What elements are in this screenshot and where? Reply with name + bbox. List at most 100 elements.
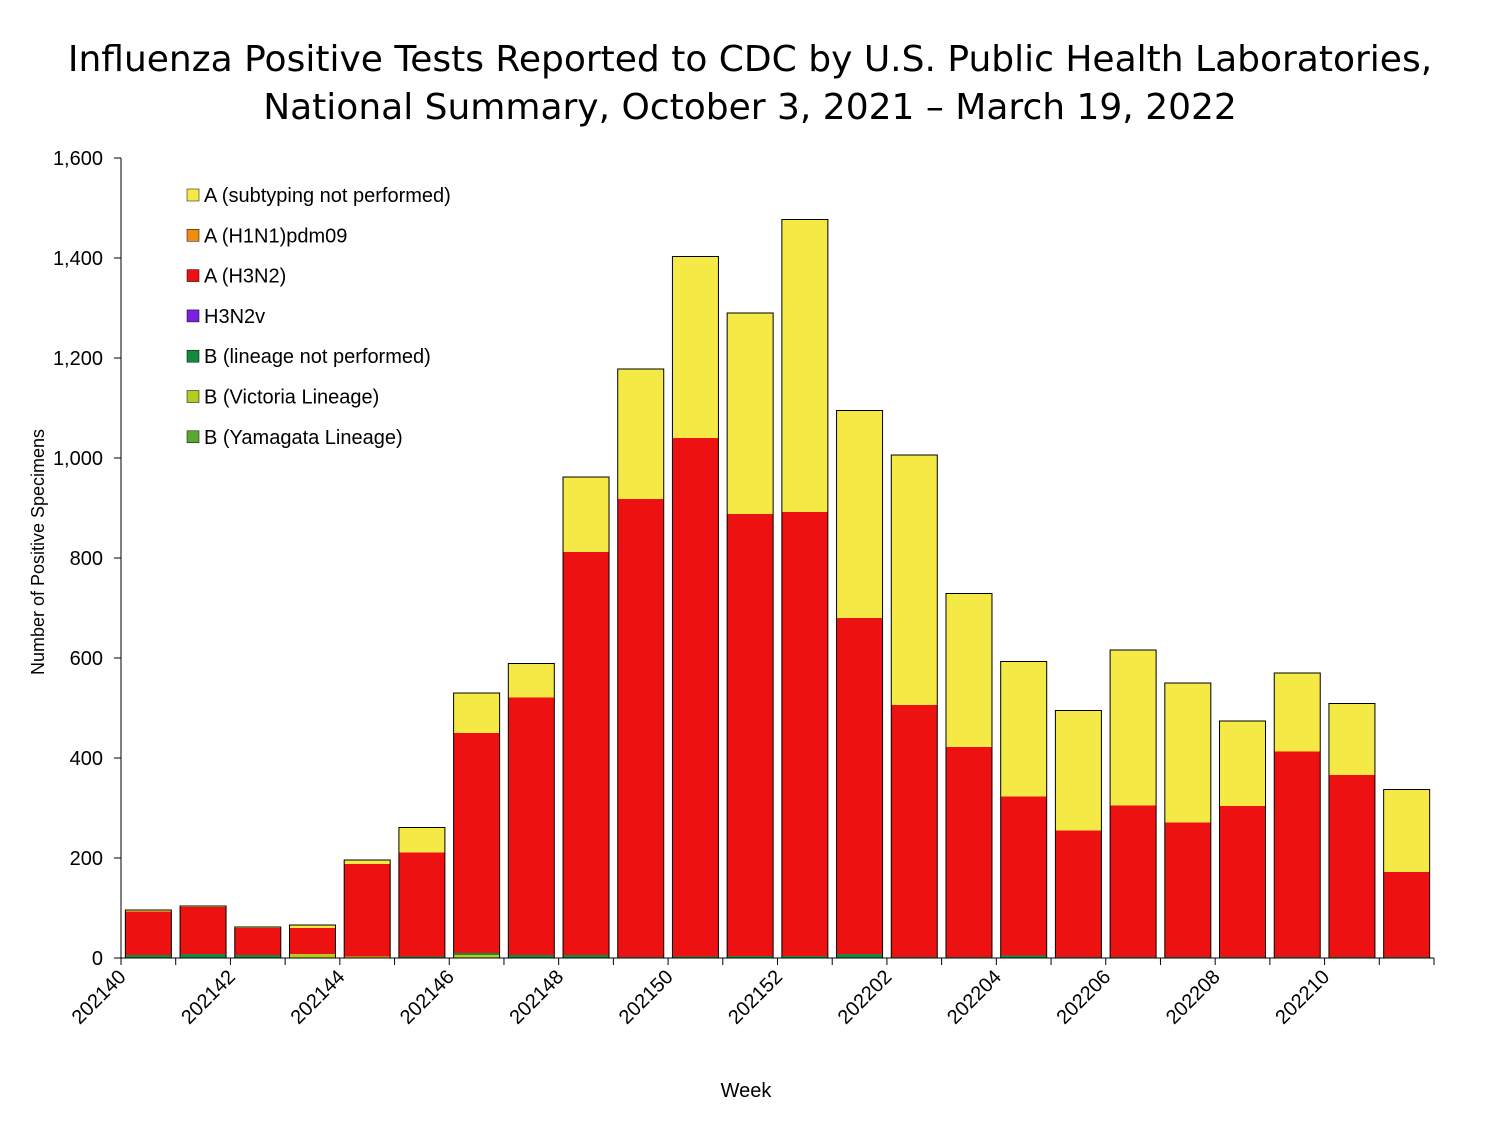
bar-segment <box>727 313 774 514</box>
bar-segment <box>125 910 172 912</box>
bar-segment <box>727 956 774 958</box>
bar-segment <box>1055 710 1102 831</box>
y-tick-label: 400 <box>70 748 103 770</box>
bar-outline <box>1273 672 1321 959</box>
bar-segment <box>1164 822 1211 957</box>
x-tick-label: 202150 <box>615 966 678 1029</box>
bar-segment <box>781 219 828 512</box>
bar-segment <box>1164 683 1211 823</box>
x-tick-label: 202202 <box>834 966 897 1029</box>
bar-segment <box>398 852 445 957</box>
legend-entry: B (lineage not performed) <box>204 346 431 368</box>
bar-segment <box>672 256 719 438</box>
bar-outline <box>343 859 391 959</box>
bar-segment <box>1000 796 1047 956</box>
legend-swatch <box>186 269 200 282</box>
bar-segment <box>453 953 500 955</box>
y-tick-label: 800 <box>70 548 103 570</box>
bar-segment <box>180 954 227 958</box>
legend-entry: H3N2v <box>204 306 265 328</box>
bar-segment <box>1328 703 1375 775</box>
legend-swatch <box>186 430 200 444</box>
chart-title-line1: Influenza Positive Tests Reported to CDC… <box>67 39 1433 80</box>
bar-segment <box>344 860 391 864</box>
bar-segment <box>234 928 281 955</box>
bar-outline <box>234 926 282 959</box>
bar-segment <box>508 663 555 698</box>
bar-segment <box>727 514 774 956</box>
bar-segment <box>672 956 719 958</box>
bar-segment <box>836 618 883 954</box>
bar-outline <box>562 476 610 959</box>
bar-segment <box>891 705 938 957</box>
bar-segment <box>1110 805 1157 957</box>
x-tick-label: 202206 <box>1053 966 1116 1029</box>
bar-segment <box>453 733 500 953</box>
bar-outline <box>890 454 938 959</box>
bar-segment <box>945 747 992 957</box>
bar-outline <box>671 256 719 959</box>
bar-segment <box>836 954 883 958</box>
bar-segment <box>1000 661 1047 797</box>
bar-segment <box>1383 872 1430 957</box>
bar-outline <box>1383 789 1431 959</box>
bar-segment <box>1274 751 1321 957</box>
bar-segment <box>1055 830 1102 957</box>
bar-segment <box>453 955 500 958</box>
x-tick-label: 202142 <box>177 966 240 1029</box>
legend-entry: B (Victoria Lineage) <box>204 387 379 409</box>
x-tick-label: 202148 <box>505 966 568 1029</box>
bar-outline <box>945 593 993 959</box>
bar-segment <box>563 477 610 552</box>
bar-segment <box>891 455 938 705</box>
bar-segment <box>781 512 828 956</box>
bar-outline <box>836 410 884 959</box>
bar-segment <box>617 499 664 957</box>
y-tick-label: 1,600 <box>53 148 103 170</box>
bar-segment <box>344 864 391 957</box>
y-axis-title: Number of Positive Specimens <box>28 429 48 675</box>
bar-segment <box>289 954 336 958</box>
bar-segment <box>180 907 227 954</box>
chart-title-line2: National Summary, October 3, 2021 – Marc… <box>263 87 1237 128</box>
chart-title: Influenza Positive Tests Reported to CDC… <box>0 36 1500 132</box>
bar-segment <box>125 955 172 958</box>
bar-segment <box>1219 721 1266 806</box>
bar-segment <box>508 955 555 958</box>
bar-segment <box>781 956 828 958</box>
bar-segment <box>617 369 664 499</box>
bar-outline <box>617 368 665 959</box>
legend-swatch <box>186 188 200 202</box>
bar-segment <box>289 928 336 954</box>
bar-outline <box>507 663 555 959</box>
bar-segment <box>1383 789 1430 872</box>
bar-segment <box>836 410 883 618</box>
bar-outline <box>1109 649 1157 959</box>
series-b-victoria-lineage- <box>289 954 500 958</box>
bar-segment <box>1000 955 1047 958</box>
legend-entry: A (H1N1)pdm09 <box>204 225 347 247</box>
bar-segment <box>563 552 610 955</box>
x-axis-title: Week <box>721 1080 773 1102</box>
x-tick-label: 202140 <box>68 966 131 1029</box>
x-tick-label: 202210 <box>1271 966 1334 1029</box>
x-tick-label: 202152 <box>724 966 787 1029</box>
bar-segment <box>1328 775 1375 957</box>
y-tick-label: 0 <box>92 948 103 970</box>
bar-segment <box>945 593 992 747</box>
x-tick-label: 202208 <box>1162 966 1225 1029</box>
bar-segment <box>672 438 719 957</box>
bar-outline <box>1219 720 1267 959</box>
bar-segment <box>398 827 445 853</box>
bar-segment <box>1110 650 1157 806</box>
bar-segment <box>234 955 281 958</box>
legend-swatch <box>186 229 200 242</box>
series-a-h3n2- <box>125 438 1430 957</box>
bar-outline <box>179 905 227 959</box>
bar-segment <box>1274 673 1321 752</box>
x-tick-label: 202146 <box>396 966 459 1029</box>
x-tick-label: 202144 <box>287 966 350 1029</box>
y-tick-label: 1,000 <box>53 448 103 470</box>
bar-segment <box>1219 806 1266 957</box>
